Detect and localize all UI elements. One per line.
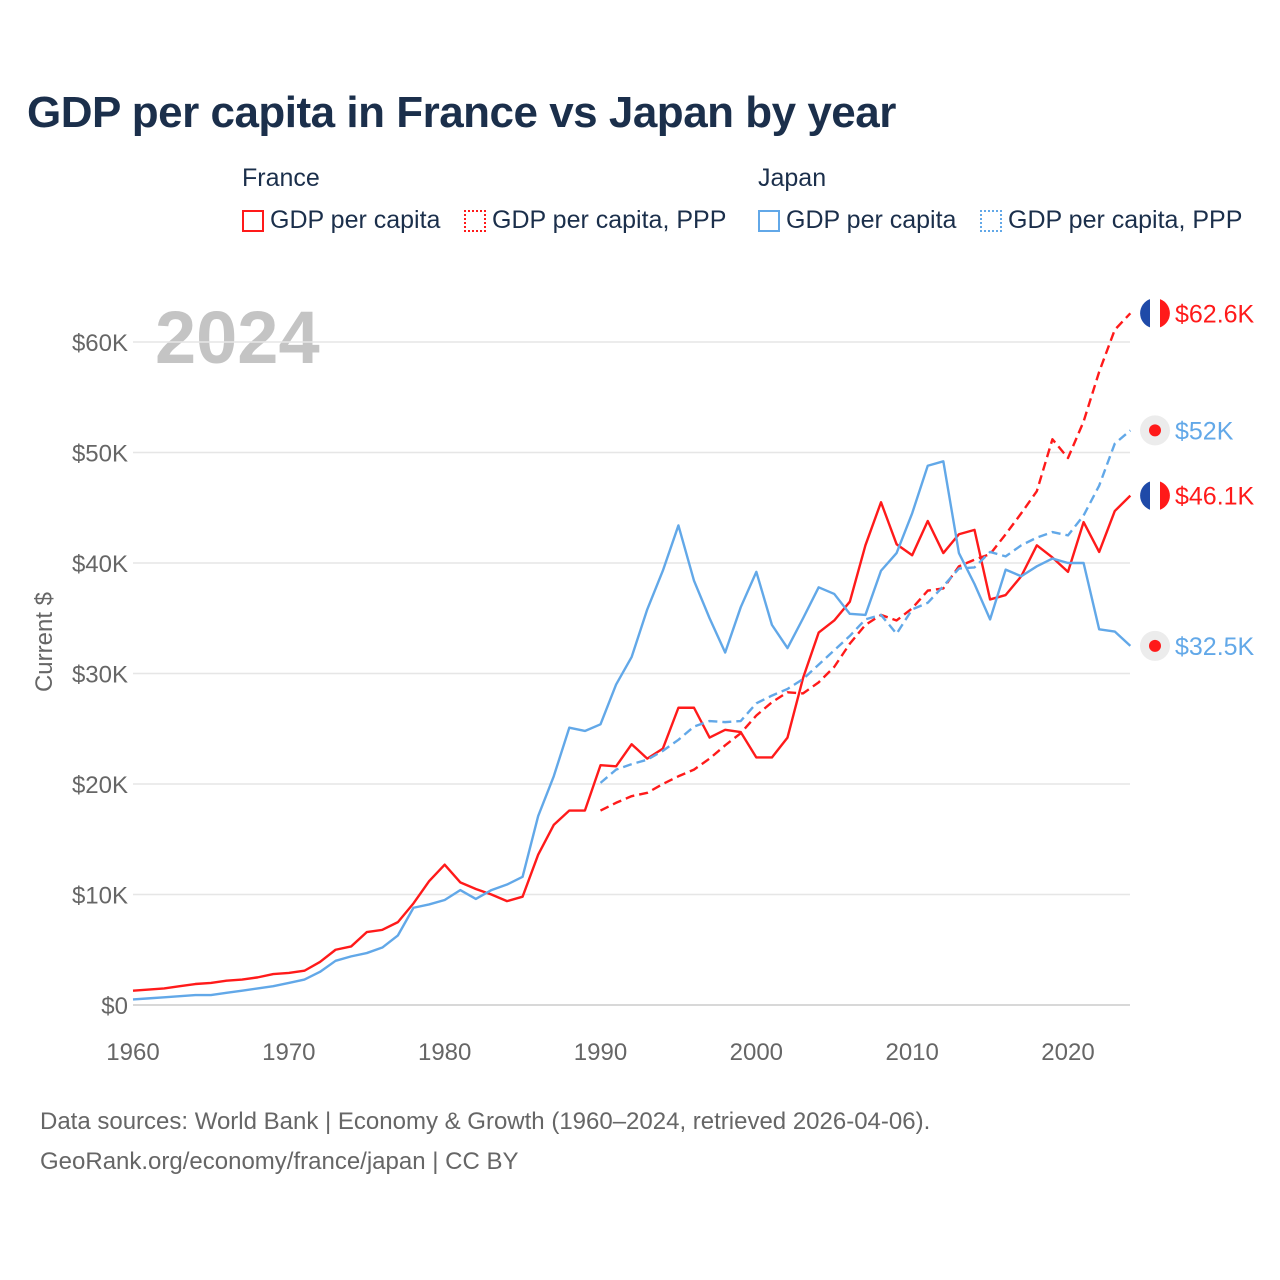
- footer-sources: Data sources: World Bank | Economy & Gro…: [40, 1108, 931, 1135]
- japan-flag-icon: [1140, 415, 1170, 446]
- x-tick-label: 2020: [1041, 1039, 1094, 1066]
- end-value-label: $52K: [1175, 417, 1234, 445]
- legend-france-ppp[interactable]: GDP per capita, PPP: [464, 206, 726, 235]
- legend-france-gdp[interactable]: GDP per capita: [242, 206, 440, 235]
- legend-japan-gdp[interactable]: GDP per capita: [758, 206, 956, 235]
- legend-label: GDP per capita, PPP: [492, 206, 727, 234]
- flag-red: [1160, 481, 1170, 510]
- y-tick-label: $0: [101, 993, 128, 1020]
- flag-blue: [1140, 299, 1150, 328]
- legend-swatch-solid-blue: [758, 209, 780, 232]
- legend-swatch-dotted-red: [464, 209, 486, 232]
- end-value-label: $32.5K: [1175, 633, 1255, 661]
- y-axis-label: Current $: [31, 592, 58, 692]
- japan-flag-icon: [1140, 630, 1170, 661]
- series-line-france-gdp-per-capita-ppp: [599, 312, 1132, 812]
- chart-title: GDP per capita in France vs Japan by yea…: [27, 88, 896, 137]
- legend-japan-ppp[interactable]: GDP per capita, PPP: [980, 206, 1242, 235]
- footer-link[interactable]: GeoRank.org/economy/france/japan | CC BY: [40, 1148, 519, 1175]
- x-tick-label: 2010: [885, 1039, 938, 1066]
- france-flag-icon: [1140, 480, 1170, 511]
- flag-red: [1160, 299, 1170, 328]
- legend-label: GDP per capita, PPP: [1008, 206, 1243, 234]
- legend-group-japan: Japan: [758, 164, 827, 192]
- flag-red-dot: [1149, 424, 1161, 437]
- y-tick-label: $30K: [72, 662, 128, 689]
- legend-swatch-solid-red: [242, 209, 264, 232]
- series-line-japan-gdp-per-capita-ppp: [599, 429, 1132, 784]
- x-tick-label: 1990: [574, 1039, 627, 1066]
- y-tick-label: $20K: [72, 772, 128, 799]
- legend-label: GDP per capita: [270, 206, 441, 234]
- flag-blue: [1140, 481, 1150, 510]
- y-tick-label: $10K: [72, 883, 128, 910]
- y-tick-label: $60K: [72, 330, 128, 357]
- series-line-france-gdp-per-capita: [132, 494, 1132, 992]
- flag-red-dot: [1149, 639, 1161, 652]
- year-label: 2024: [155, 296, 320, 379]
- legend-swatch-dotted-blue: [980, 209, 1002, 232]
- x-tick-label: 1980: [418, 1039, 471, 1066]
- end-value-label: $62.6K: [1175, 300, 1255, 328]
- y-tick-label: $40K: [72, 551, 128, 578]
- legend-group-france: France: [242, 164, 320, 192]
- x-tick-label: 1970: [262, 1039, 315, 1066]
- x-tick-label: 1960: [106, 1039, 159, 1066]
- x-tick-label: 2000: [730, 1039, 783, 1066]
- series-line-japan-gdp-per-capita: [132, 460, 1132, 1001]
- y-tick-label: $50K: [72, 441, 128, 468]
- end-value-label: $46.1K: [1175, 483, 1255, 511]
- france-flag-icon: [1140, 298, 1170, 329]
- legend-label: GDP per capita: [786, 206, 957, 234]
